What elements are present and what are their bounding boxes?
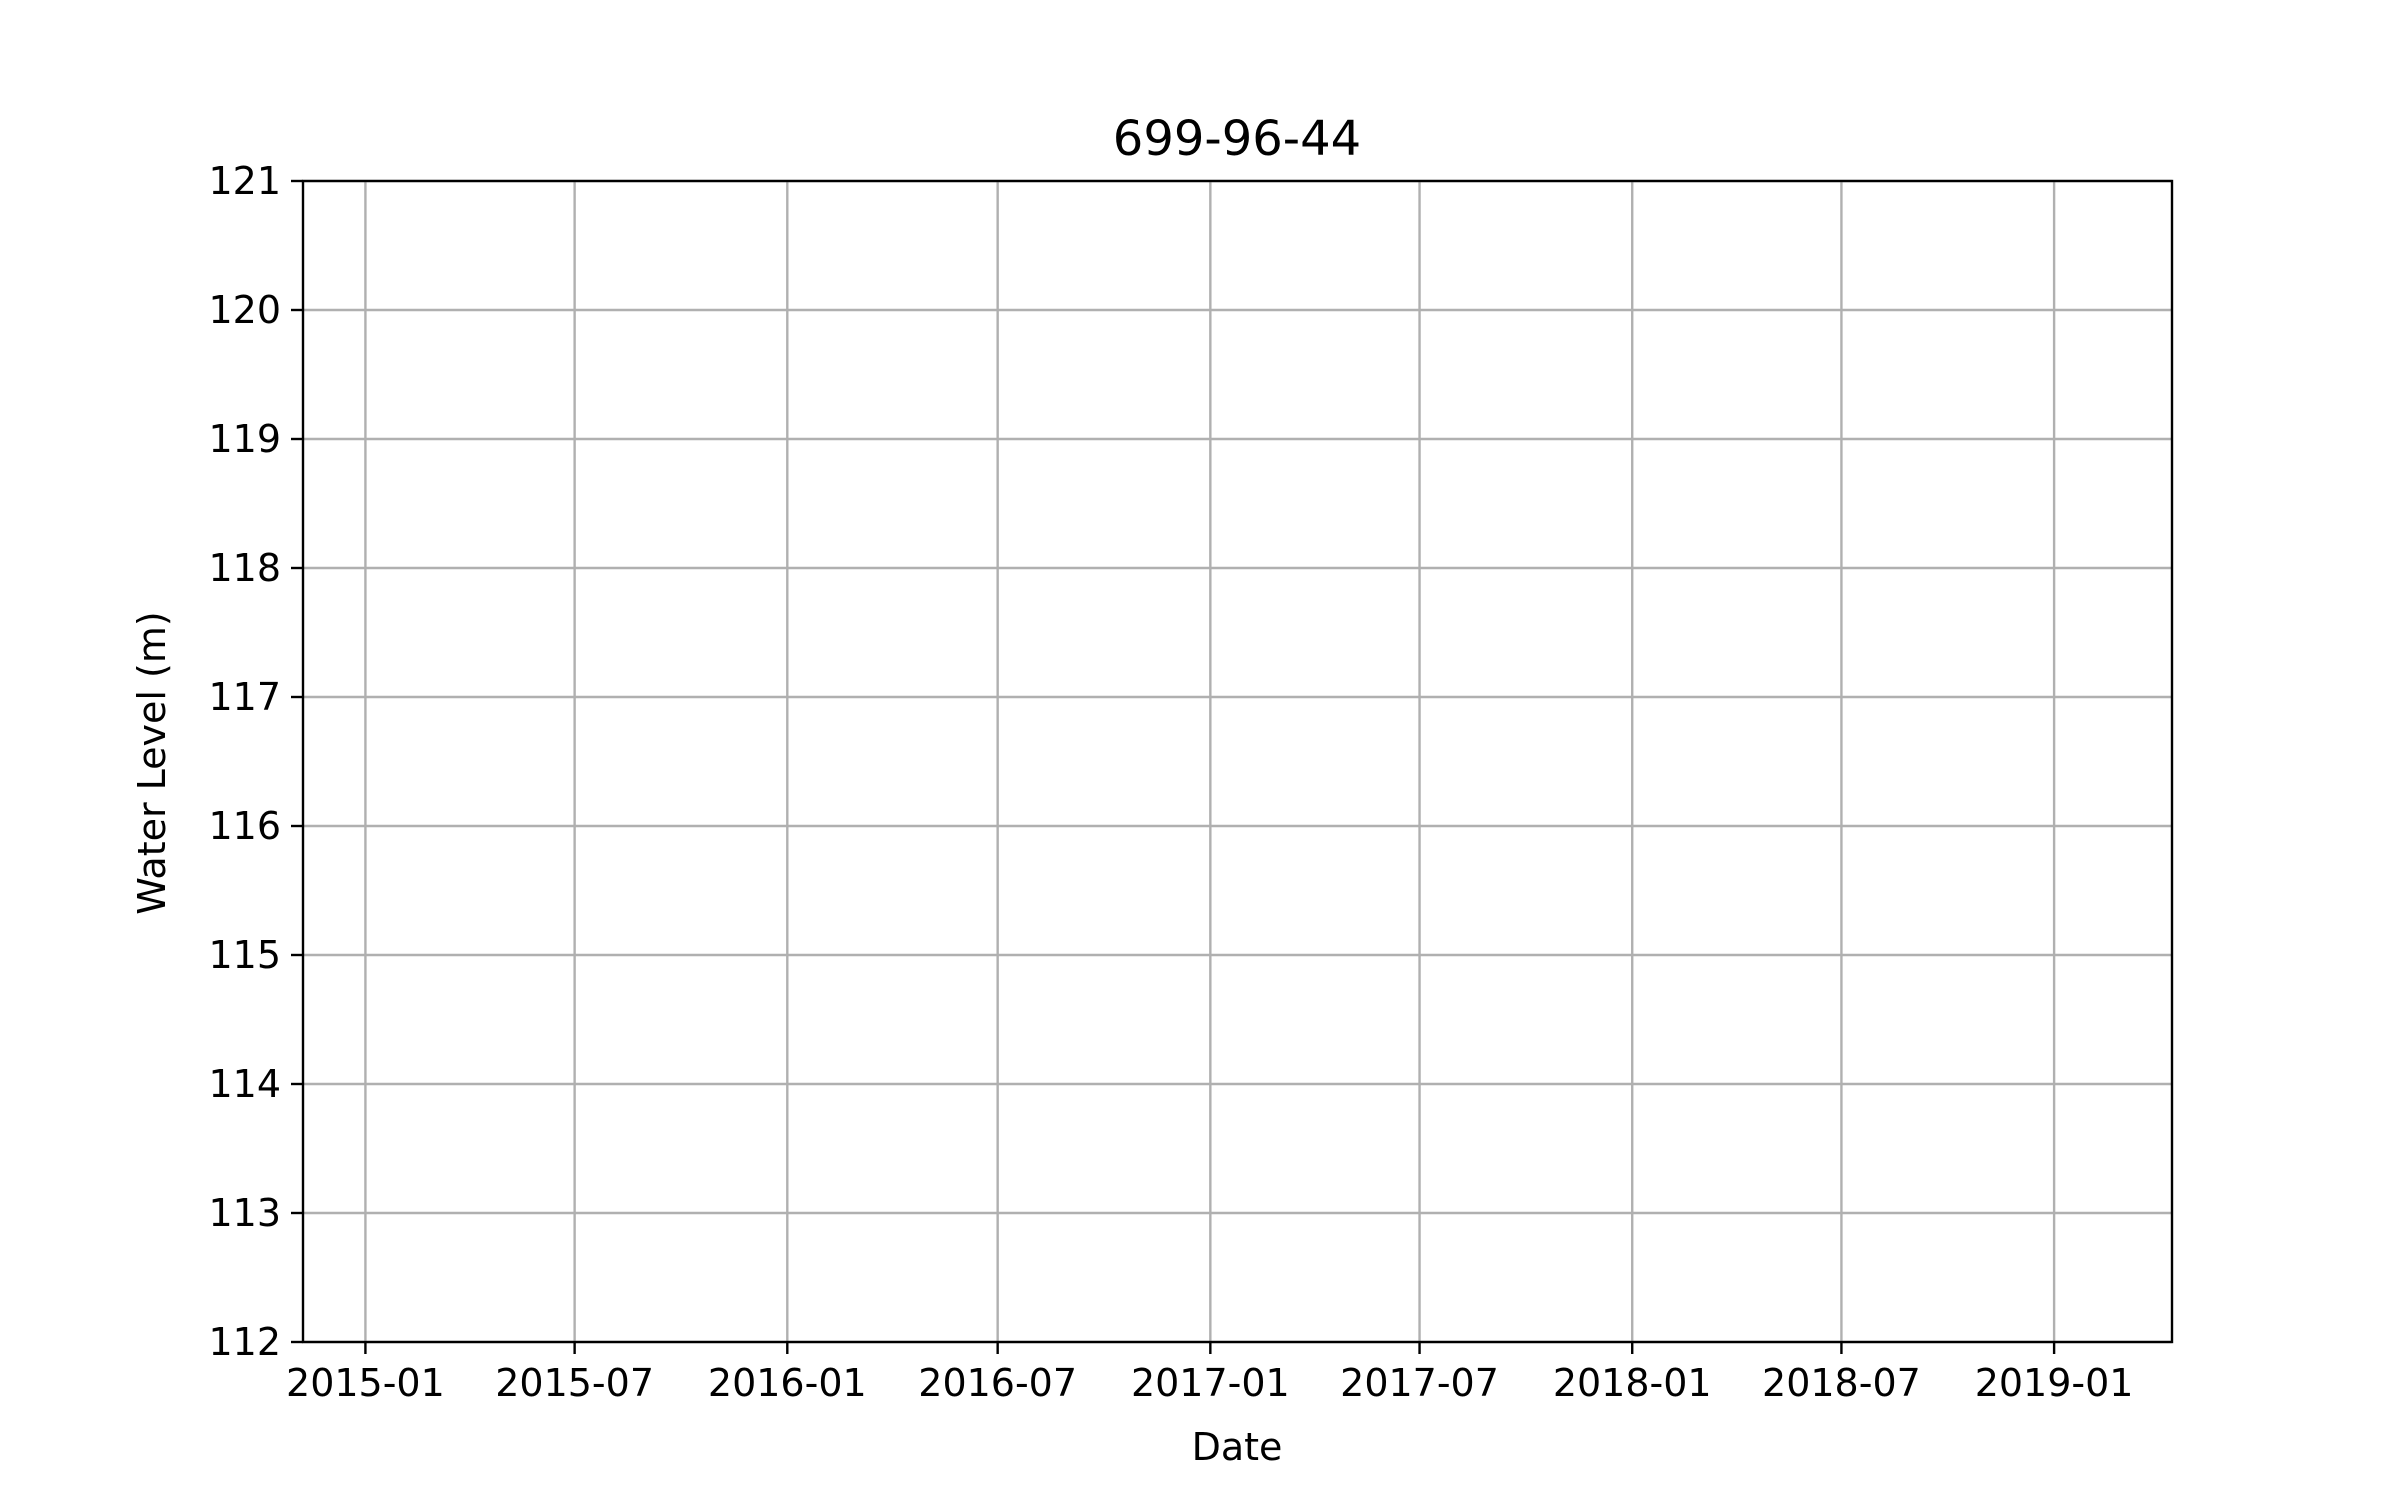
y-tick-label: 112	[208, 1320, 281, 1364]
grid	[303, 179, 2172, 1344]
y-tick-label: 120	[208, 288, 281, 332]
chart-title: 699-96-44	[1113, 111, 1361, 167]
x-tick-label: 2017-07	[1340, 1361, 1499, 1405]
x-tick-label: 2018-01	[1553, 1361, 1712, 1405]
x-tick-label: 2016-07	[918, 1361, 1077, 1405]
x-tick-label: 2015-07	[495, 1361, 654, 1405]
y-tick-label: 121	[208, 159, 281, 203]
x-tick-label: 2015-01	[286, 1361, 445, 1405]
y-tick-label: 118	[208, 546, 281, 590]
y-tick-label: 113	[208, 1191, 281, 1235]
y-axis: 112 113 114 115 116 117 118 119 120 121	[208, 159, 303, 1364]
y-tick-label: 114	[208, 1062, 281, 1106]
x-tick-label: 2018-07	[1762, 1361, 1921, 1405]
y-tick-label: 116	[208, 804, 281, 848]
plot-area-frame	[301, 179, 2174, 1344]
x-tick-label: 2019-01	[1975, 1361, 2134, 1405]
y-axis-label: Water Level (m)	[130, 611, 174, 914]
y-tick-label: 117	[208, 675, 281, 719]
x-axis-label: Date	[1192, 1425, 1283, 1469]
y-tick-label: 115	[208, 933, 281, 977]
x-tick-label: 2017-01	[1131, 1361, 1290, 1405]
x-tick-label: 2016-01	[708, 1361, 867, 1405]
x-axis: 2015-01 2015-07 2016-01 2016-07 2017-01 2017-…	[286, 1342, 2133, 1405]
y-tick-label: 119	[208, 417, 281, 461]
